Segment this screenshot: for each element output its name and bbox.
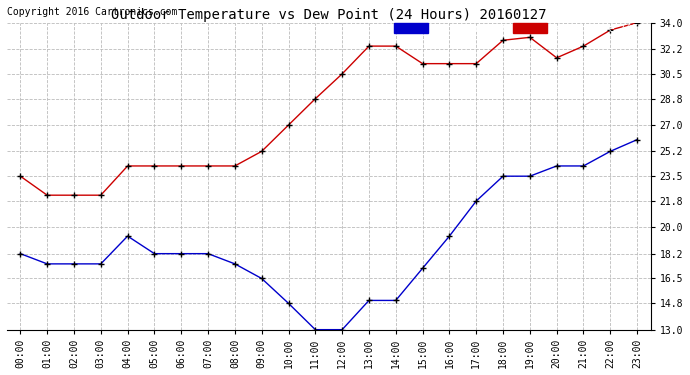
Title: Outdoor Temperature vs Dew Point (24 Hours) 20160127: Outdoor Temperature vs Dew Point (24 Hou… (111, 8, 546, 21)
Text: Copyright 2016 Cartronics.com: Copyright 2016 Cartronics.com (7, 7, 177, 16)
Legend: Dew Point (°F), Temperature (°F): Dew Point (°F), Temperature (°F) (392, 21, 646, 36)
